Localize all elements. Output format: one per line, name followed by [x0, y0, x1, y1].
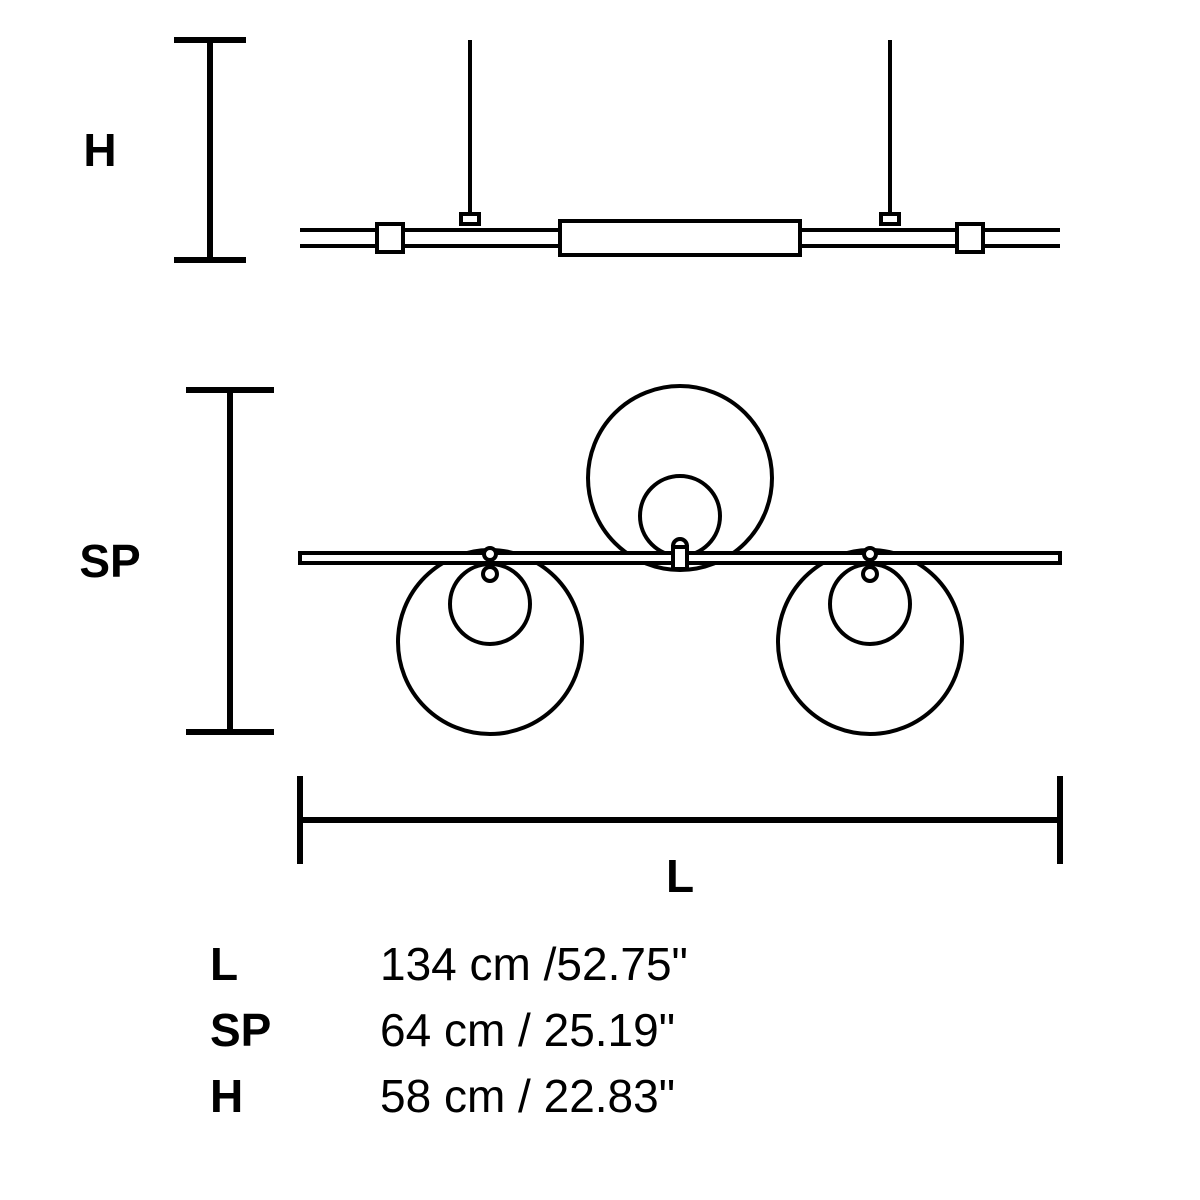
center-block	[560, 221, 800, 255]
dimension-diagram: H SP L L 134 cm /52.75" SP 64 cm / 25.19" H 58 c…	[0, 0, 1200, 1200]
spec-key: H	[210, 1070, 243, 1122]
spec-key: L	[210, 938, 238, 990]
stem-dot	[864, 548, 876, 560]
spec-value: 64 cm / 25.19"	[380, 1004, 675, 1056]
globe-dot	[863, 567, 877, 581]
rod-connector	[881, 214, 899, 224]
sp-label: SP	[79, 535, 140, 587]
bar-joint	[377, 224, 403, 252]
rod-connector	[461, 214, 479, 224]
spec-key: SP	[210, 1004, 271, 1056]
center-joint	[673, 547, 687, 569]
l-label: L	[666, 850, 694, 902]
spec-value: 58 cm / 22.83"	[380, 1070, 675, 1122]
globe-dot	[483, 567, 497, 581]
spec-value: 134 cm /52.75"	[380, 938, 688, 990]
stem-dot	[484, 548, 496, 560]
h-label: H	[83, 124, 116, 176]
bar-joint	[957, 224, 983, 252]
